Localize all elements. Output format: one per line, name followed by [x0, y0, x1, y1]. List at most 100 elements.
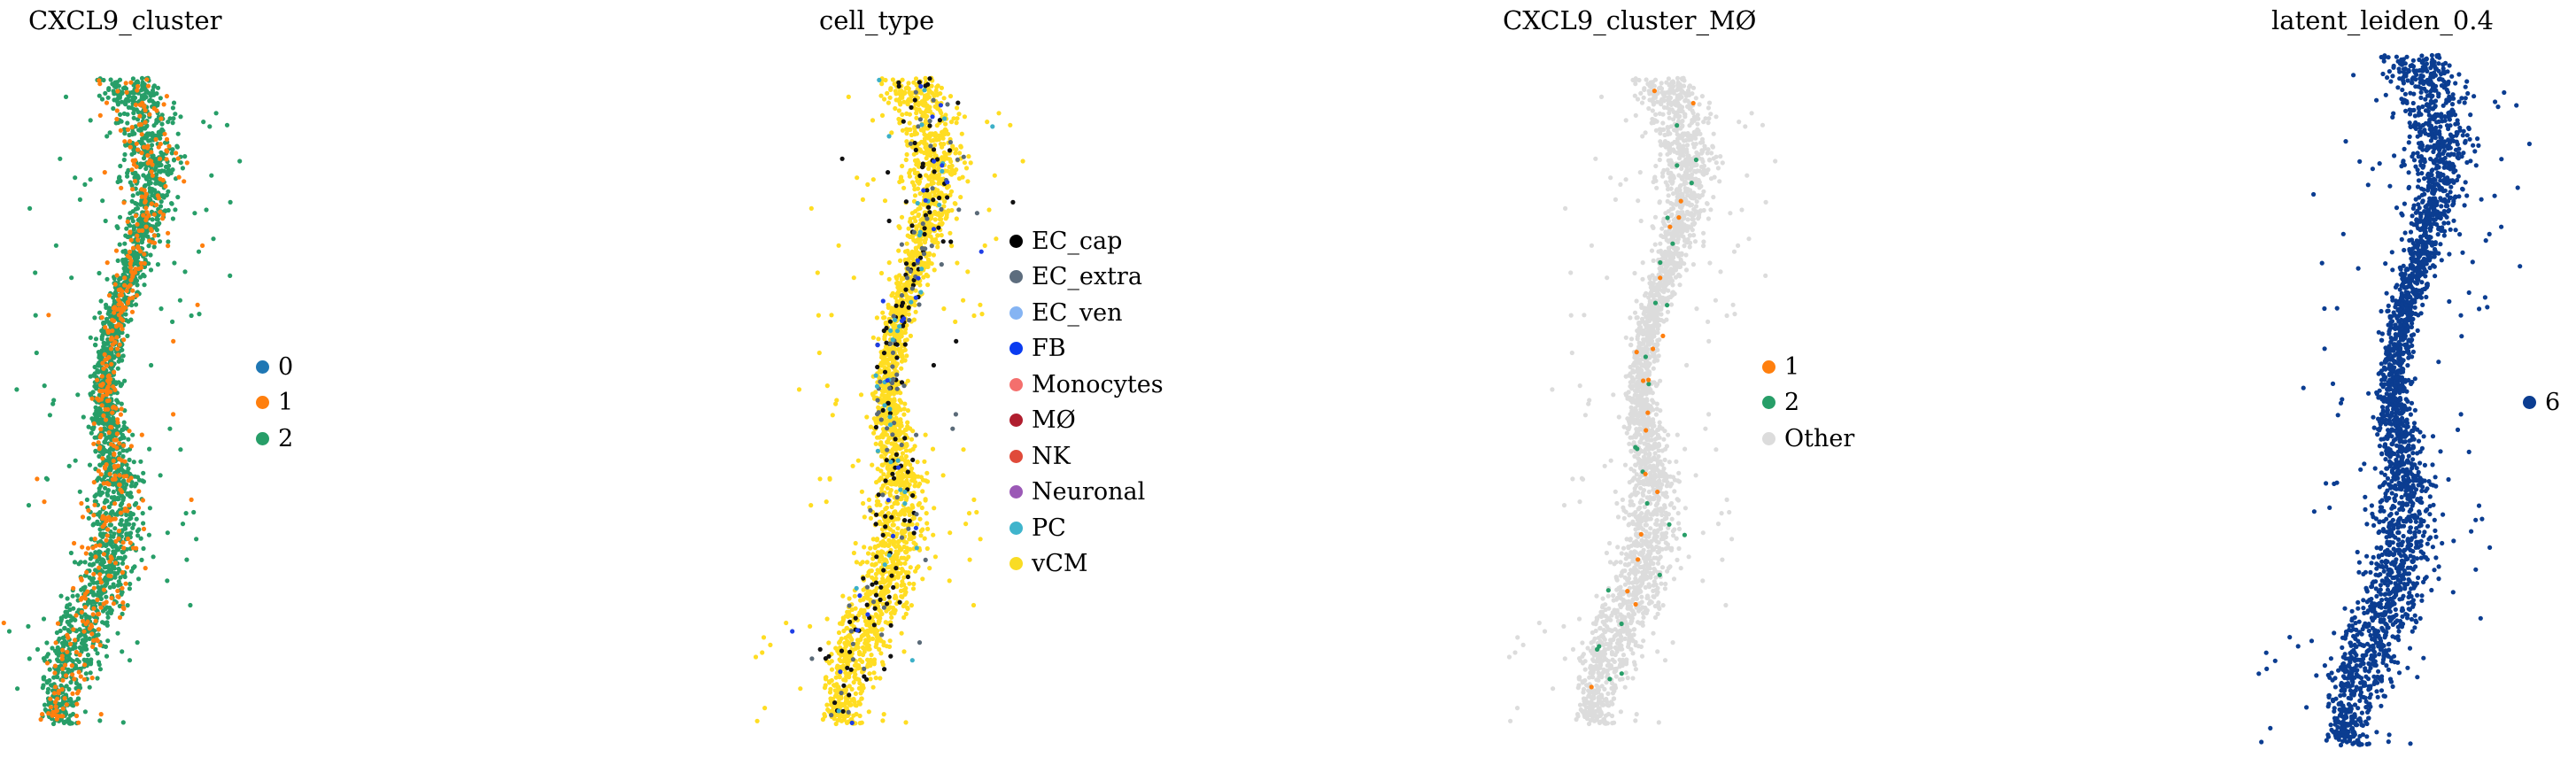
data-point — [68, 550, 73, 556]
data-point — [121, 157, 127, 163]
data-point — [204, 207, 209, 213]
data-point — [89, 430, 94, 436]
data-point — [140, 80, 145, 85]
data-point — [163, 164, 169, 169]
data-point — [79, 615, 84, 620]
data-point — [149, 143, 155, 148]
data-point — [112, 526, 118, 531]
data-point — [146, 243, 151, 249]
data-point — [167, 116, 173, 121]
data-point — [86, 515, 91, 521]
data-point — [165, 530, 170, 536]
data-point — [55, 645, 60, 651]
data-point — [184, 557, 190, 562]
data-point — [6, 629, 12, 634]
data-point — [112, 91, 117, 97]
panel-title: CXCL9_cluster — [28, 5, 222, 35]
data-point — [117, 214, 123, 220]
data-point — [173, 112, 178, 117]
data-point — [138, 459, 143, 464]
data-point — [75, 392, 81, 398]
scatter-plot — [1, 75, 243, 727]
data-point — [127, 457, 132, 463]
data-point — [87, 582, 92, 587]
data-point — [98, 298, 104, 304]
data-point — [224, 122, 230, 128]
data-point — [112, 531, 117, 537]
data-point — [124, 448, 129, 453]
data-point — [111, 489, 116, 495]
data-point — [182, 154, 188, 159]
data-point — [170, 105, 175, 111]
data-point — [150, 217, 155, 222]
data-point — [62, 625, 67, 631]
data-point — [125, 333, 130, 338]
data-point — [67, 713, 73, 718]
data-point — [115, 583, 120, 588]
data-point — [191, 509, 197, 515]
data-point — [55, 649, 60, 654]
data-point — [135, 576, 142, 582]
data-point — [117, 603, 122, 609]
data-point — [139, 557, 144, 563]
data-point — [209, 173, 214, 178]
data-point — [104, 134, 110, 139]
data-point — [88, 335, 93, 340]
data-point — [159, 112, 165, 118]
data-point — [93, 550, 98, 555]
data-point — [122, 241, 128, 246]
data-point — [122, 378, 128, 383]
data-point — [170, 147, 175, 152]
data-point — [112, 275, 117, 282]
data-point — [151, 244, 157, 250]
data-point — [88, 552, 94, 557]
data-point — [118, 112, 123, 117]
data-point — [41, 683, 46, 688]
data-point — [158, 473, 163, 478]
data-point — [123, 312, 128, 317]
data-point — [104, 499, 110, 504]
data-point — [109, 568, 114, 575]
data-point — [129, 151, 135, 157]
data-point — [63, 94, 69, 99]
data-point — [92, 315, 97, 321]
data-point — [81, 414, 86, 420]
data-point — [105, 311, 111, 316]
data-point — [104, 471, 109, 476]
data-point — [120, 448, 126, 453]
data-point — [90, 522, 96, 528]
data-point — [130, 76, 135, 81]
data-point — [104, 653, 110, 659]
data-point — [103, 218, 108, 224]
data-point — [131, 522, 136, 527]
data-point — [50, 645, 55, 651]
data-point — [76, 659, 81, 665]
data-point — [126, 437, 131, 442]
data-point — [79, 587, 84, 592]
data-point — [35, 646, 41, 653]
data-point — [105, 638, 111, 644]
data-point — [85, 653, 91, 658]
data-point — [122, 131, 128, 136]
data-point — [115, 630, 120, 636]
data-point — [44, 640, 50, 645]
data-point — [171, 116, 176, 121]
data-point — [42, 702, 48, 707]
data-point — [131, 460, 136, 465]
data-point — [116, 579, 121, 584]
data-point — [107, 130, 112, 135]
data-point — [237, 158, 243, 164]
data-point — [138, 536, 143, 541]
data-point — [126, 466, 131, 471]
data-point — [15, 686, 20, 692]
data-point — [139, 88, 144, 93]
data-point — [103, 90, 108, 96]
data-point — [14, 387, 19, 392]
data-point — [34, 350, 39, 356]
data-point — [117, 437, 123, 442]
data-point — [133, 302, 139, 307]
data-point — [73, 175, 78, 181]
data-point — [72, 642, 77, 647]
data-point — [120, 560, 126, 566]
data-point — [73, 680, 79, 686]
